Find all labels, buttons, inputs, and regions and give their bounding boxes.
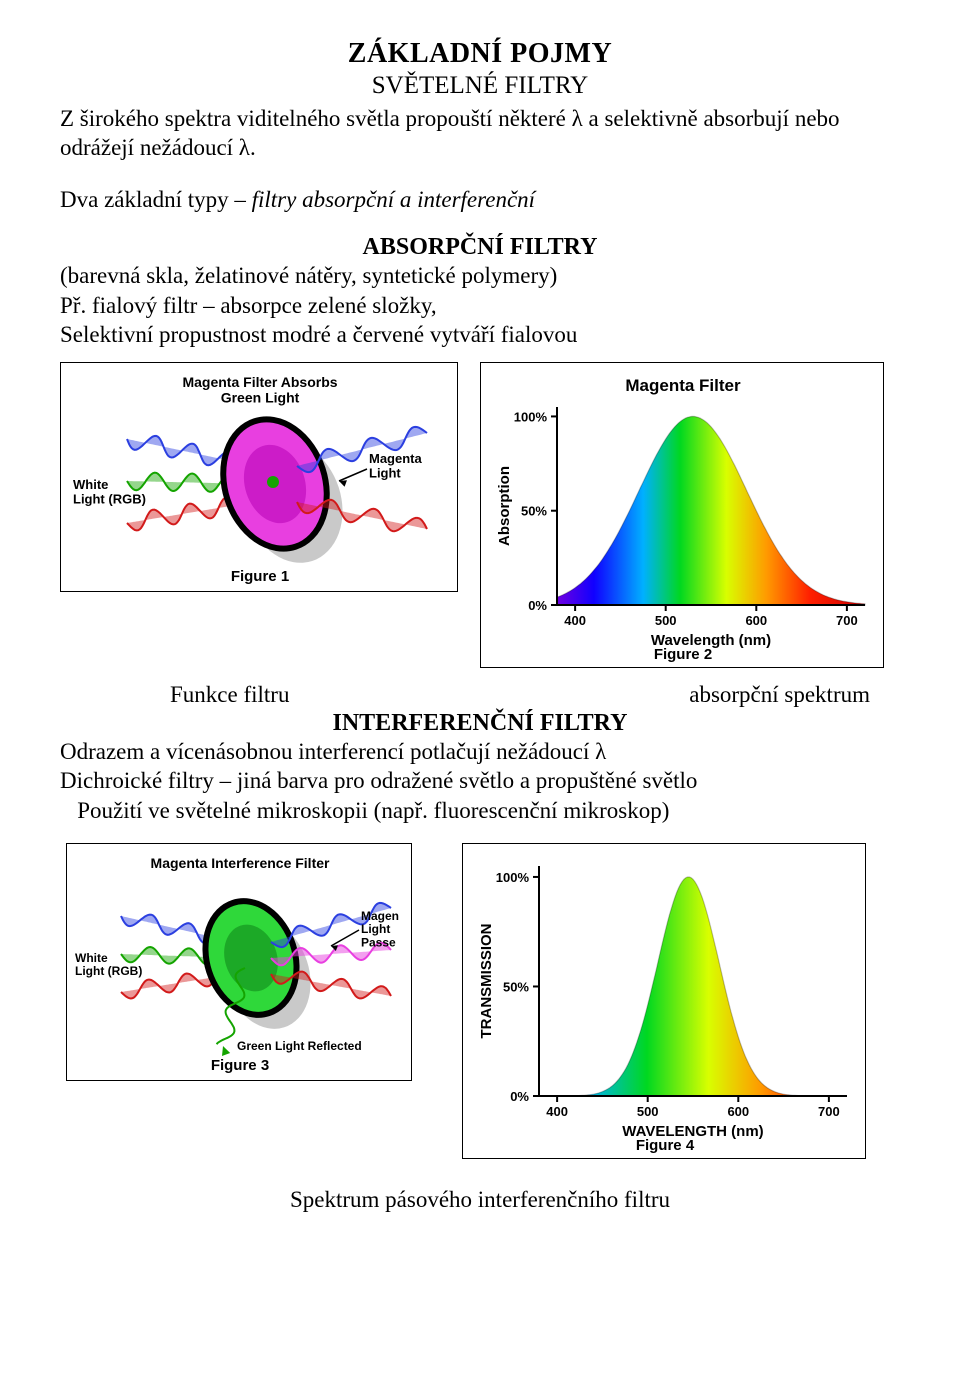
- main-title: ZÁKLADNÍ POJMY: [60, 38, 900, 70]
- main-title-text: ZÁKLADNÍ POJMY: [348, 38, 612, 69]
- svg-text:400: 400: [564, 613, 586, 628]
- svg-text:700: 700: [818, 1104, 840, 1119]
- svg-text:Absorption: Absorption: [496, 466, 513, 546]
- types-italic: filtry absorpční a interferenční: [252, 187, 535, 212]
- svg-text:Figure 2: Figure 2: [654, 646, 712, 663]
- figure-1: Magenta Filter AbsorbsGreen LightWhiteLi…: [60, 362, 458, 592]
- func-right: absorpční spektrum: [689, 682, 870, 708]
- inter-line3: Použití ve světelné mikroskopii (např. f…: [60, 796, 900, 825]
- figure-4: 0%50%100%400500600700WAVELENGTH (nm)TRAN…: [462, 843, 866, 1159]
- subtitle-text: SVĚTELNÉ FILTRY: [372, 72, 588, 99]
- svg-text:600: 600: [745, 613, 767, 628]
- svg-text:100%: 100%: [514, 409, 548, 424]
- absorption-heading: ABSORPČNÍ FILTRY: [60, 234, 900, 261]
- svg-text:100%: 100%: [496, 870, 530, 885]
- function-row: Funkce filtru absorpční spektrum: [60, 682, 900, 708]
- subtitle: SVĚTELNÉ FILTRY: [60, 72, 900, 100]
- svg-text:Magenta Interference Filter: Magenta Interference Filter: [151, 855, 330, 871]
- svg-text:0%: 0%: [510, 1089, 529, 1104]
- svg-text:Magenta Filter AbsorbsGreen Li: Magenta Filter AbsorbsGreen Light: [182, 374, 337, 405]
- figure-3-svg: Magenta Interference FilterWhiteLight (R…: [73, 850, 407, 1076]
- absorption-heading-text: ABSORPČNÍ FILTRY: [363, 234, 598, 260]
- svg-text:Figure 4: Figure 4: [636, 1137, 695, 1154]
- figure-4-svg: 0%50%100%400500600700WAVELENGTH (nm)TRAN…: [469, 850, 861, 1154]
- figure-2-svg: Magenta Filter0%50%100%400500600700Wavel…: [487, 369, 879, 663]
- svg-text:MagenLightPasse: MagenLightPasse: [361, 909, 399, 949]
- bottom-caption: Spektrum pásového interferenčního filtru: [60, 1185, 900, 1214]
- types-pre: Dva základní typy –: [60, 187, 252, 212]
- svg-text:TRANSMISSION: TRANSMISSION: [478, 923, 495, 1038]
- inter-line2: Dichroické filtry – jiná barva pro odraž…: [60, 766, 900, 795]
- svg-text:50%: 50%: [521, 503, 547, 518]
- svg-text:50%: 50%: [503, 979, 529, 994]
- svg-text:500: 500: [655, 613, 677, 628]
- abs-line2: Př. fialový filtr – absorpce zelené slož…: [60, 291, 900, 320]
- figure-row-2: Magenta Interference FilterWhiteLight (R…: [60, 843, 900, 1159]
- figure-3: Magenta Interference FilterWhiteLight (R…: [66, 843, 412, 1081]
- svg-text:600: 600: [727, 1104, 749, 1119]
- figure-1-svg: Magenta Filter AbsorbsGreen LightWhiteLi…: [67, 369, 453, 587]
- inter-line1: Odrazem a vícenásobnou interferencí potl…: [60, 737, 900, 766]
- figure-2: Magenta Filter0%50%100%400500600700Wavel…: [480, 362, 884, 668]
- svg-text:0%: 0%: [528, 598, 547, 613]
- svg-text:400: 400: [546, 1104, 568, 1119]
- svg-text:Figure 3: Figure 3: [211, 1057, 269, 1074]
- abs-line3: Selektivní propustnost modré a červené v…: [60, 320, 900, 349]
- page: ZÁKLADNÍ POJMY SVĚTELNÉ FILTRY Z širokéh…: [0, 0, 960, 1388]
- interference-heading-text: INTERFERENČNÍ FILTRY: [333, 710, 628, 736]
- svg-text:Magenta Filter: Magenta Filter: [625, 376, 741, 395]
- svg-text:Figure 1: Figure 1: [231, 568, 289, 585]
- interference-heading: INTERFERENČNÍ FILTRY: [60, 710, 900, 737]
- types-line: Dva základní typy – filtry absorpční a i…: [60, 185, 900, 214]
- svg-text:700: 700: [836, 613, 858, 628]
- abs-line1: (barevná skla, želatinové nátěry, syntet…: [60, 261, 900, 290]
- figure-row-1: Magenta Filter AbsorbsGreen LightWhiteLi…: [60, 362, 900, 668]
- svg-text:Green Light Reflected: Green Light Reflected: [237, 1039, 362, 1053]
- func-left: Funkce filtru: [170, 682, 289, 708]
- svg-text:MagentaLight: MagentaLight: [369, 451, 423, 480]
- intro-text: Z širokého spektra viditelného světla pr…: [60, 104, 900, 163]
- svg-text:500: 500: [637, 1104, 659, 1119]
